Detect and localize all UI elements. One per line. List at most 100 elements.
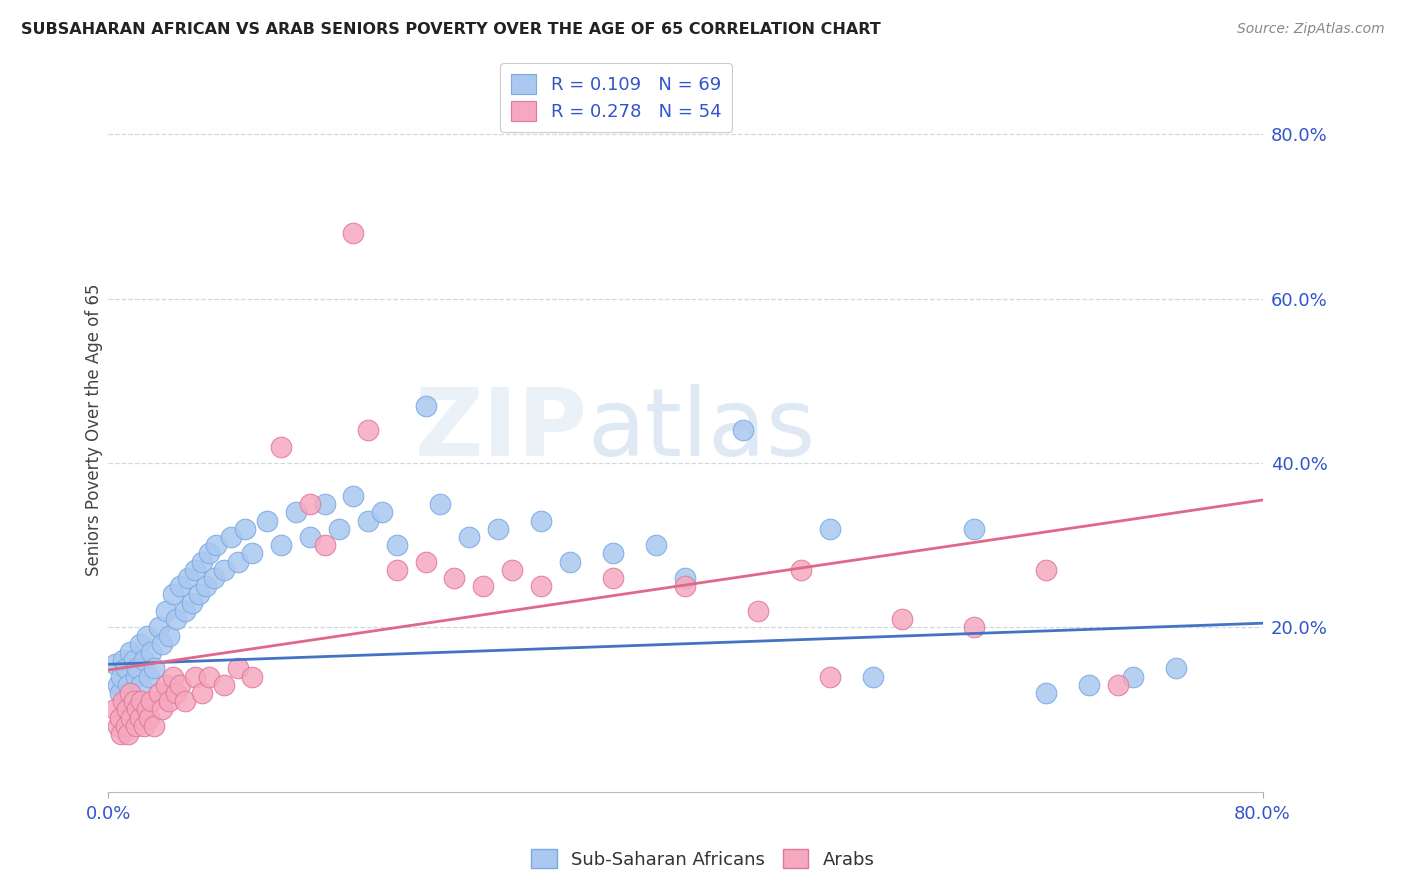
Point — [226, 555, 249, 569]
Point — [157, 628, 180, 642]
Point — [212, 678, 235, 692]
Point — [148, 686, 170, 700]
Point — [184, 670, 207, 684]
Point — [114, 719, 136, 733]
Point — [415, 555, 437, 569]
Point — [165, 686, 187, 700]
Point — [299, 497, 322, 511]
Point — [1078, 678, 1101, 692]
Point — [104, 657, 127, 672]
Point — [115, 694, 138, 708]
Point — [314, 497, 336, 511]
Point — [188, 587, 211, 601]
Point — [1035, 563, 1057, 577]
Point — [1122, 670, 1144, 684]
Point — [342, 226, 364, 240]
Point — [173, 604, 195, 618]
Point — [141, 694, 163, 708]
Legend: R = 0.109   N = 69, R = 0.278   N = 54: R = 0.109 N = 69, R = 0.278 N = 54 — [501, 63, 733, 132]
Point — [357, 514, 380, 528]
Point — [673, 571, 696, 585]
Point — [645, 538, 668, 552]
Point — [114, 661, 136, 675]
Point — [198, 546, 221, 560]
Point — [108, 686, 131, 700]
Point — [733, 423, 755, 437]
Point — [125, 702, 148, 716]
Point — [124, 670, 146, 684]
Point — [385, 538, 408, 552]
Point — [862, 670, 884, 684]
Point — [173, 694, 195, 708]
Point — [150, 702, 173, 716]
Point — [131, 678, 153, 692]
Point — [212, 563, 235, 577]
Point — [415, 399, 437, 413]
Point — [157, 694, 180, 708]
Point — [530, 579, 553, 593]
Point — [134, 719, 156, 733]
Point — [602, 571, 624, 585]
Point — [890, 612, 912, 626]
Point — [117, 727, 139, 741]
Point — [195, 579, 218, 593]
Point — [104, 702, 127, 716]
Point — [136, 702, 159, 716]
Point — [747, 604, 769, 618]
Legend: Sub-Saharan Africans, Arabs: Sub-Saharan Africans, Arabs — [524, 841, 882, 876]
Point — [118, 645, 141, 659]
Point — [136, 628, 159, 642]
Point — [963, 620, 986, 634]
Point — [138, 711, 160, 725]
Point — [256, 514, 278, 528]
Point — [117, 678, 139, 692]
Point — [141, 645, 163, 659]
Point — [162, 587, 184, 601]
Point — [219, 530, 242, 544]
Point — [111, 694, 134, 708]
Point — [184, 563, 207, 577]
Text: SUBSAHARAN AFRICAN VS ARAB SENIORS POVERTY OVER THE AGE OF 65 CORRELATION CHART: SUBSAHARAN AFRICAN VS ARAB SENIORS POVER… — [21, 22, 880, 37]
Point — [284, 505, 307, 519]
Point — [673, 579, 696, 593]
Point — [385, 563, 408, 577]
Point — [198, 670, 221, 684]
Point — [371, 505, 394, 519]
Point — [458, 530, 481, 544]
Y-axis label: Seniors Poverty Over the Age of 65: Seniors Poverty Over the Age of 65 — [86, 284, 103, 576]
Point — [963, 522, 986, 536]
Point — [107, 719, 129, 733]
Text: atlas: atlas — [588, 384, 815, 476]
Point — [342, 489, 364, 503]
Point — [115, 702, 138, 716]
Point — [155, 678, 177, 692]
Point — [818, 670, 841, 684]
Point — [134, 653, 156, 667]
Point — [233, 522, 256, 536]
Point — [191, 686, 214, 700]
Point — [124, 719, 146, 733]
Point — [162, 670, 184, 684]
Point — [122, 653, 145, 667]
Point — [120, 711, 142, 725]
Point — [602, 546, 624, 560]
Point — [1107, 678, 1129, 692]
Point — [191, 555, 214, 569]
Point — [1035, 686, 1057, 700]
Point — [165, 612, 187, 626]
Point — [818, 522, 841, 536]
Point — [242, 546, 264, 560]
Point — [299, 530, 322, 544]
Point — [205, 538, 228, 552]
Point — [558, 555, 581, 569]
Point — [530, 514, 553, 528]
Point — [138, 670, 160, 684]
Point — [143, 661, 166, 675]
Point — [357, 423, 380, 437]
Point — [790, 563, 813, 577]
Point — [169, 678, 191, 692]
Point — [328, 522, 350, 536]
Point — [150, 637, 173, 651]
Point — [107, 678, 129, 692]
Point — [131, 694, 153, 708]
